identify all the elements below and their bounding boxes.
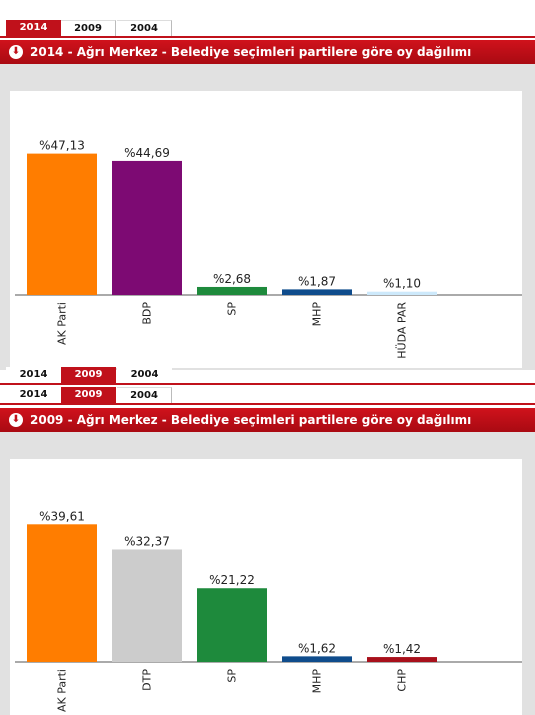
tab-2009[interactable]: 2009 (61, 367, 116, 383)
bar-1 (112, 160, 182, 295)
year-tabs-2009-panel: 2014 2009 2004 (0, 387, 535, 405)
data-label-4: %1,42 (383, 642, 421, 656)
bar-2 (197, 588, 267, 662)
info-icon: ⬇ (9, 45, 23, 59)
category-tick-label-4: HÜDA PAR (396, 302, 409, 359)
bar-0 (27, 153, 97, 295)
year-tabs-2009-duplicate: 2014 2009 2004 (0, 367, 535, 385)
data-label-1: %44,69 (124, 146, 170, 160)
tab-2009[interactable]: 2009 (61, 387, 116, 403)
bar-1 (112, 549, 182, 662)
tab-underline (0, 403, 535, 405)
bar-4 (367, 291, 437, 295)
category-tick-label-2: SP (226, 302, 239, 316)
tab-2014[interactable]: 2014 (6, 367, 61, 383)
bar-4 (367, 657, 437, 662)
chart-header-2014: ⬇ 2014 - Ağrı Merkez - Belediye seçimler… (0, 40, 535, 64)
chart-panel-2014: %47,13 AK Parti %44,69 BDP %2,68 SP %1,87 MHP %1… (0, 64, 535, 370)
category-tick-label-2: SP (226, 669, 239, 683)
category-tick-label-1: BDP (141, 302, 154, 325)
category-tick-label-1: DTP (141, 669, 154, 691)
category-tick-label-0: AK Parti (56, 669, 69, 712)
data-label-4: %1,10 (383, 277, 421, 291)
bar-3 (282, 289, 352, 295)
bar-chart-2009: %39,61 AK Parti %32,37 DTP %21,22 SP %1,62 MHP%… (15, 509, 522, 712)
bar-0 (27, 524, 97, 662)
chart-title: 2014 - Ağrı Merkez - Belediye seçimleri … (30, 45, 472, 59)
tab-2004[interactable]: 2004 (117, 387, 172, 403)
data-label-1: %32,37 (124, 534, 170, 548)
bar-2 (197, 286, 267, 295)
data-label-0: %39,61 (39, 509, 85, 523)
tab-underline (0, 36, 535, 38)
category-tick-label-0: AK Parti (56, 302, 69, 345)
tab-2014[interactable]: 2014 (6, 387, 61, 403)
tab-2014[interactable]: 2014 (6, 20, 61, 36)
tab-2004[interactable]: 2004 (117, 20, 172, 36)
year-tabs-2014-panel: 2014 2009 2004 (0, 20, 535, 38)
category-tick-label-4: CHP (396, 669, 409, 692)
data-label-2: %21,22 (209, 573, 255, 587)
bar-3 (282, 656, 352, 662)
info-icon: ⬇ (9, 413, 23, 427)
category-tick-label-3: MHP (311, 669, 324, 694)
tab-2004[interactable]: 2004 (117, 367, 172, 383)
chart-header-2009: ⬇ 2009 - Ağrı Merkez - Belediye seçimler… (0, 408, 535, 432)
data-label-2: %2,68 (213, 272, 251, 286)
category-tick-label-3: MHP (311, 302, 324, 327)
tab-2009[interactable]: 2009 (61, 20, 116, 36)
data-label-3: %1,87 (298, 274, 336, 288)
chart-panel-2009: %39,61 AK Parti %32,37 DTP %21,22 SP %1,62 MHP%… (0, 432, 535, 715)
chart-title: 2009 - Ağrı Merkez - Belediye seçimleri … (30, 413, 472, 427)
bar-chart-2014: %47,13 AK Parti %44,69 BDP %2,68 SP %1,87 MHP %1… (15, 139, 522, 359)
data-label-0: %47,13 (39, 139, 85, 153)
data-label-3: %1,62 (298, 641, 336, 655)
tab-underline (0, 383, 535, 385)
